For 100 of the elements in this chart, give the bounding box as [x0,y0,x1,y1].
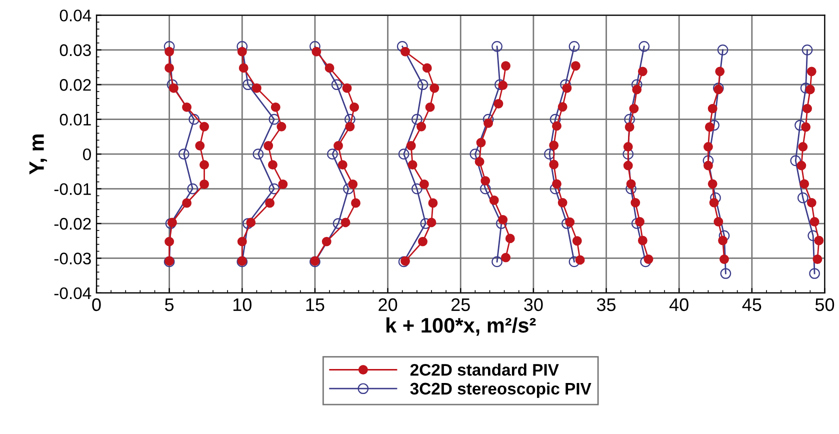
point [703,160,713,170]
point [638,66,648,76]
point [814,236,824,246]
point [498,80,508,90]
point [310,41,320,52]
point [708,120,720,131]
point [800,82,812,94]
point [182,102,192,112]
point [638,41,650,52]
point [718,230,730,242]
point [237,236,247,246]
point [166,79,178,90]
point [635,217,644,226]
y-tick-label: 0.02 [60,79,91,91]
point [710,192,721,204]
point [252,148,264,160]
point [624,114,635,125]
x-tick-label: 20 [378,298,398,312]
point [430,83,440,93]
point [428,198,438,208]
point [200,160,209,170]
point [252,83,262,93]
point [344,114,356,125]
point [805,84,815,94]
x-tick-label: 45 [742,298,762,312]
point [562,218,572,229]
point [322,236,332,246]
point [182,198,192,208]
point [400,256,410,266]
point [476,138,486,148]
point [790,155,802,166]
point [810,217,820,226]
point [709,198,719,208]
point [801,122,811,132]
point [237,46,247,56]
point [802,104,812,114]
point [268,183,280,194]
point [474,156,484,166]
point [575,255,585,265]
x-tick-label: 35 [596,298,616,312]
point [717,44,728,56]
point [552,179,562,189]
point [187,183,198,194]
point [246,218,256,228]
y-tick-label: 0.03 [60,44,91,56]
point [408,160,418,170]
point [164,46,174,56]
point [416,122,426,132]
y-tick-label: 0.04 [60,10,92,22]
y-tick-label: -0.03 [54,252,91,264]
point [345,122,355,132]
point [572,236,582,246]
point [406,141,416,150]
point [623,160,633,170]
point [552,121,562,131]
point [265,198,275,208]
point [806,198,816,208]
point [351,198,360,208]
point [480,183,491,194]
point [570,61,580,71]
y-tick-label: -0.02 [54,218,91,230]
point [334,141,343,150]
point [489,196,499,205]
point [312,46,322,56]
point [268,114,280,125]
point [480,176,490,186]
point [809,268,820,279]
point [200,122,209,132]
point [501,252,510,262]
point [238,63,248,73]
point [343,183,354,194]
point [549,140,559,150]
point [164,236,174,246]
point [342,83,352,93]
point [200,180,209,189]
point [708,104,718,114]
point [270,102,280,112]
point [644,254,654,264]
point [178,148,190,160]
point [640,256,652,268]
point [425,102,435,112]
point [242,79,254,90]
point [398,256,410,268]
point [264,141,274,150]
point [350,102,360,112]
point [549,160,559,170]
point [550,183,561,194]
point [426,218,436,228]
point [544,148,555,160]
point [417,79,428,90]
y-tick-label: 0.01 [60,114,91,126]
point [484,118,494,128]
point [568,256,580,268]
point [622,148,634,160]
point [324,63,334,73]
point [338,160,348,170]
y-axis-title: Y, m [29,134,47,175]
point [624,122,634,132]
point [562,83,572,93]
point [708,179,718,189]
